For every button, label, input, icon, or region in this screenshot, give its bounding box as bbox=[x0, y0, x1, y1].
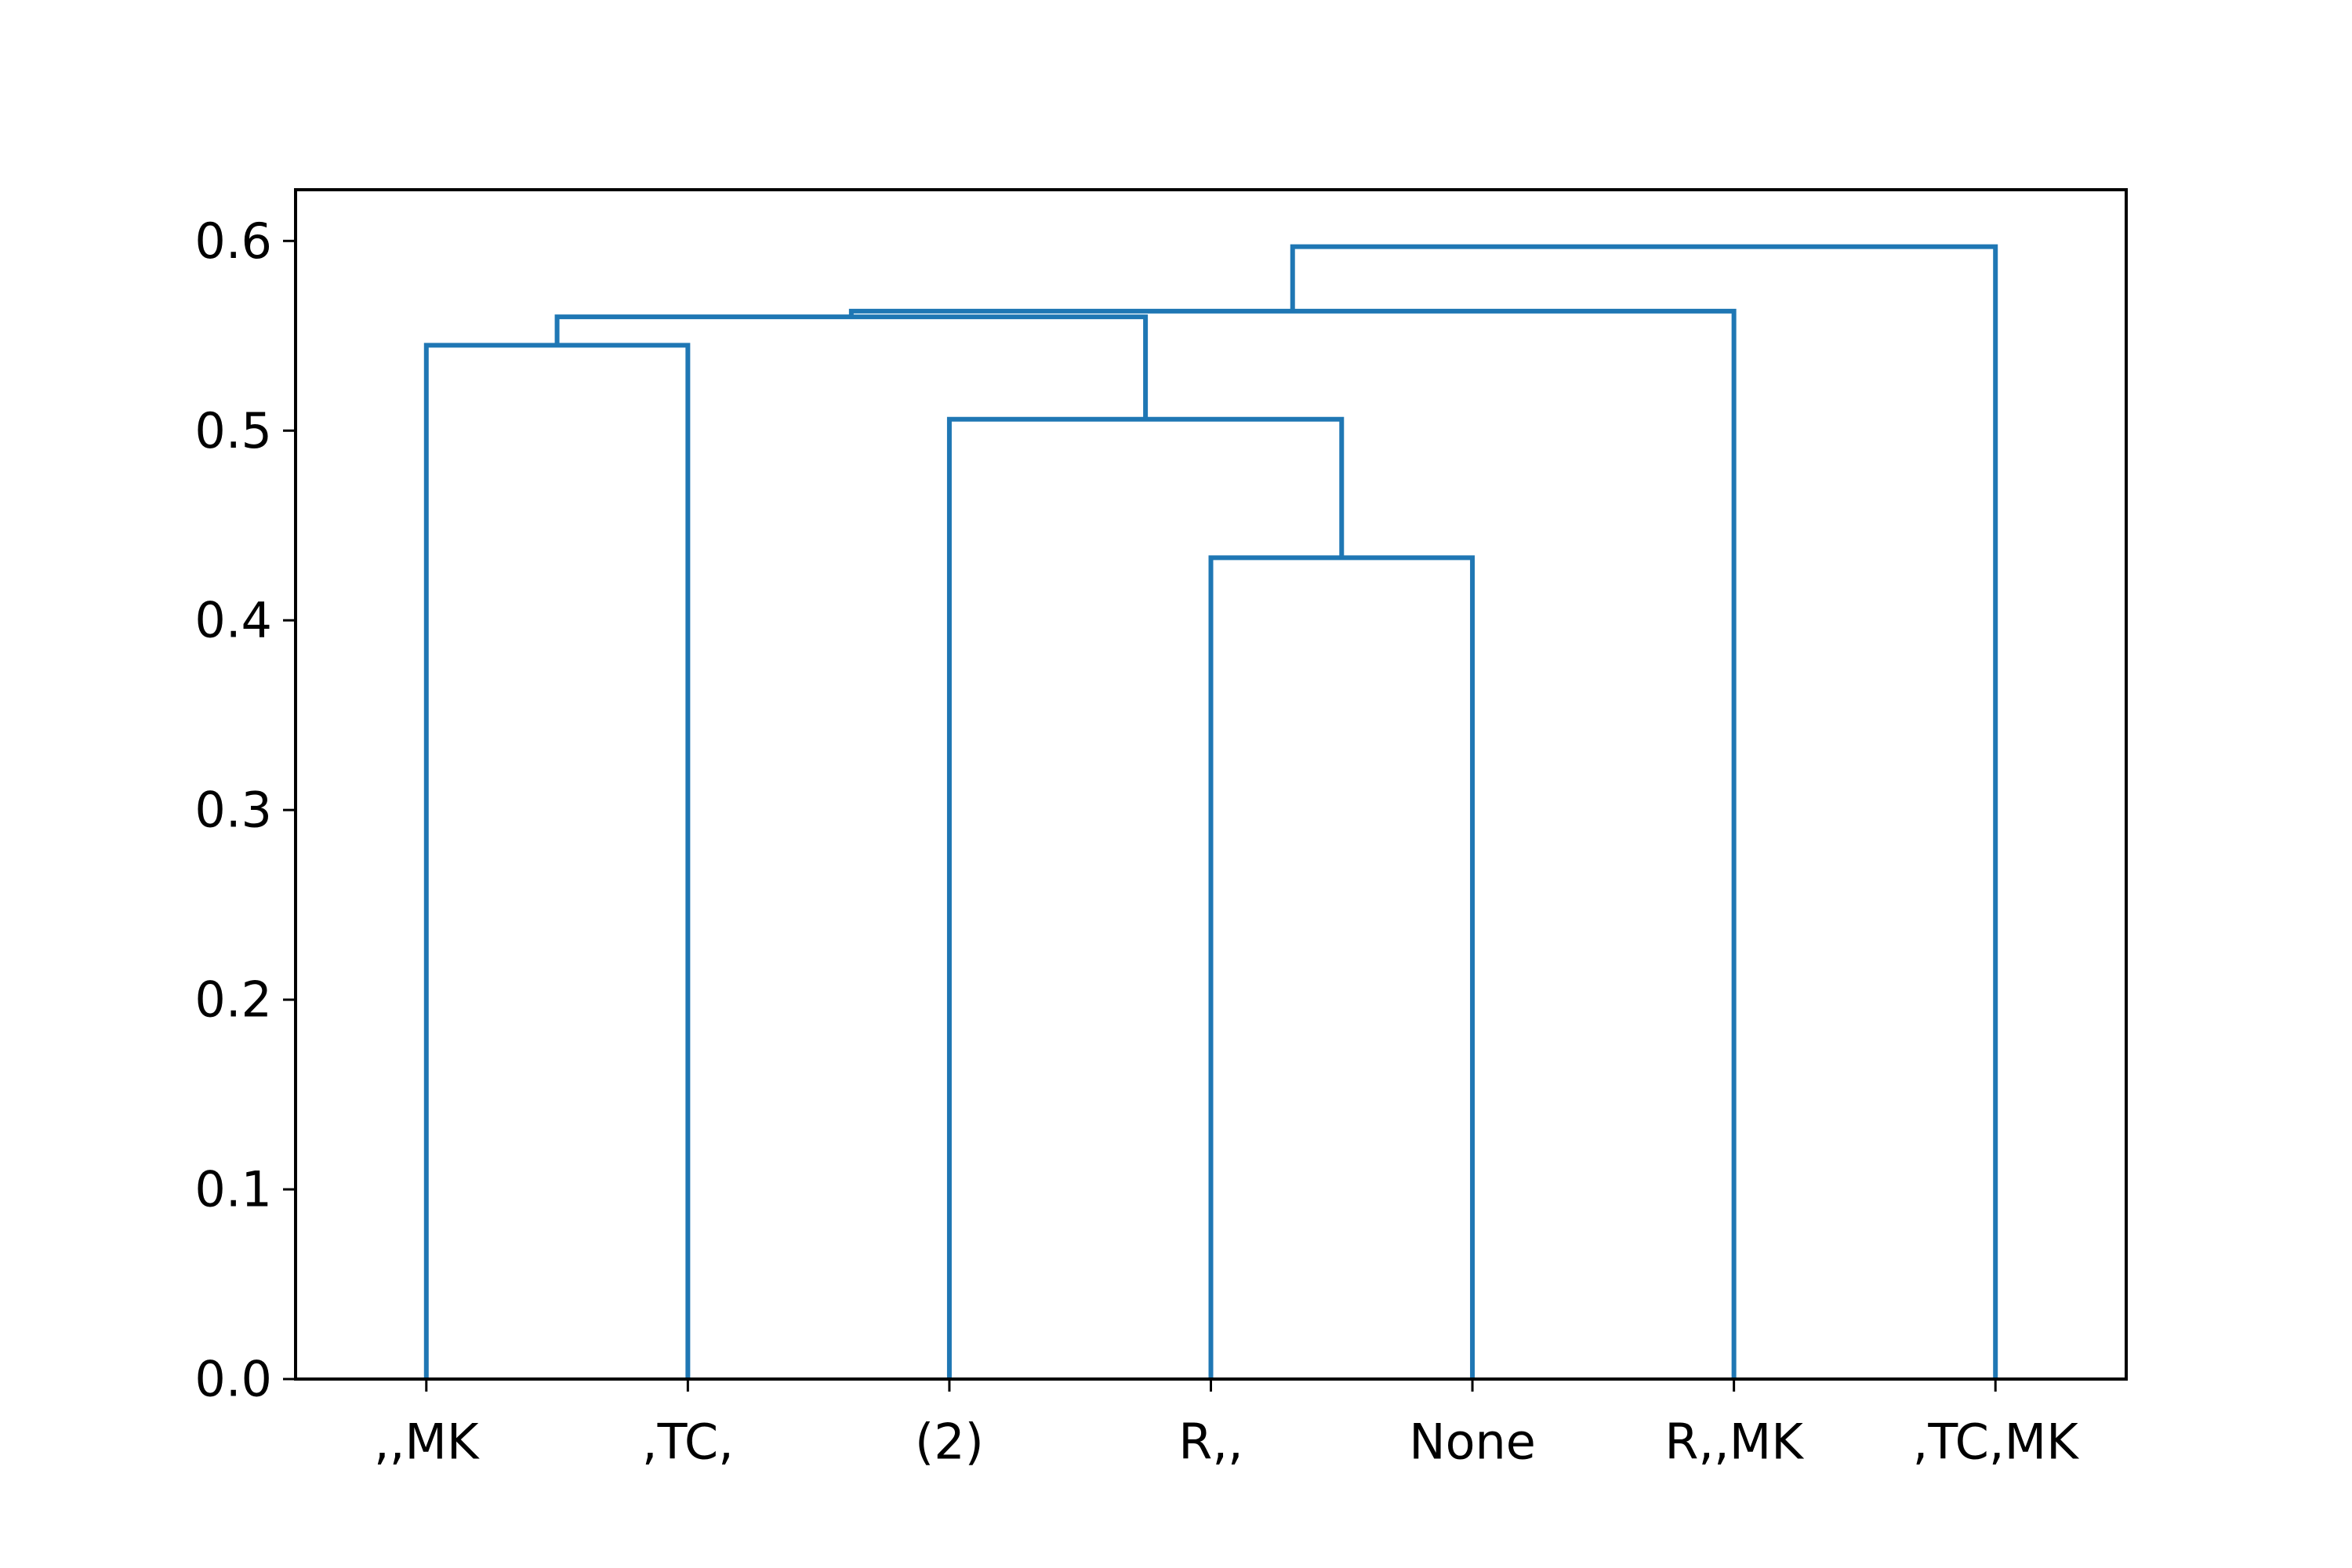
dendrogram-link-1 bbox=[1208, 555, 1475, 1379]
x-axis: ,,MK ,TC, (2) R,, None R,,MK ,TC,MK bbox=[374, 1379, 2079, 1471]
dendrogram-link-6 bbox=[1290, 244, 1998, 1379]
dendrogram-link-3 bbox=[423, 343, 691, 1379]
leaf-label: None bbox=[1409, 1414, 1536, 1471]
dendrogram-link-5 bbox=[848, 308, 1737, 1379]
y-tick-label: 0.2 bbox=[194, 971, 272, 1029]
dendrogram-link-2 bbox=[946, 416, 1345, 1379]
leaf-label: ,,MK bbox=[374, 1414, 480, 1471]
leaf-label: ,TC, bbox=[642, 1414, 734, 1471]
y-axis: 0.0 0.1 0.2 0.3 0.4 0.5 0.6 bbox=[194, 212, 296, 1408]
y-tick-label: 0.1 bbox=[194, 1161, 272, 1218]
y-tick-label: 0.6 bbox=[194, 212, 272, 270]
leaf-label: R,, bbox=[1178, 1414, 1243, 1471]
leaf-label: (2) bbox=[915, 1414, 984, 1471]
leaf-label: R,,MK bbox=[1664, 1414, 1804, 1471]
leaf-label: ,TC,MK bbox=[1913, 1414, 2079, 1471]
y-tick-label: 0.0 bbox=[194, 1351, 272, 1408]
dendrogram-link-4 bbox=[554, 314, 1149, 419]
y-tick-label: 0.5 bbox=[194, 402, 272, 459]
y-tick-label: 0.4 bbox=[194, 592, 272, 649]
dendrogram-links bbox=[423, 244, 1998, 1379]
y-tick-label: 0.3 bbox=[194, 782, 272, 839]
